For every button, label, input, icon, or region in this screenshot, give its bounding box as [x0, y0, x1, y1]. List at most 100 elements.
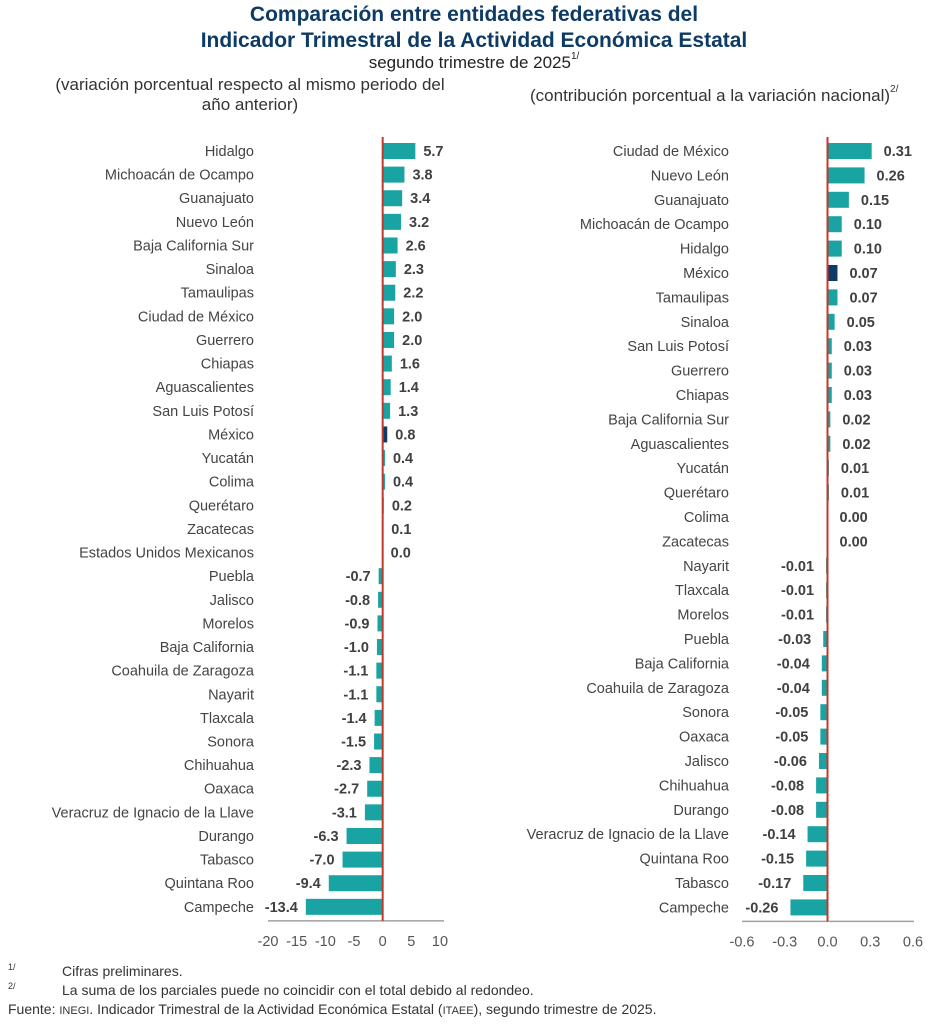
category-label: Nuevo León [651, 168, 729, 184]
bar [827, 143, 872, 159]
bar [376, 662, 383, 679]
value-label: 0.02 [842, 412, 870, 428]
category-label: Quintana Roo [640, 852, 729, 868]
bar [806, 850, 828, 867]
bar [374, 709, 383, 726]
bar [821, 655, 828, 672]
x-tick-label: -0.6 [730, 934, 755, 950]
category-label: Aguascalientes [156, 380, 254, 396]
bar [378, 591, 383, 608]
x-tick-label: -15 [286, 934, 307, 950]
category-label: Chiapas [676, 388, 729, 404]
bar [382, 355, 392, 372]
value-label: -0.04 [777, 656, 810, 672]
right-bar-chart: Ciudad de México 0.31 Nuevo León 0.26 Guanaj… [527, 137, 923, 950]
value-label: -0.05 [775, 705, 808, 721]
category-label: Sinaloa [206, 262, 255, 278]
x-tick-label: -0.3 [772, 934, 797, 950]
category-label: Colima [684, 510, 730, 526]
bar [820, 728, 828, 745]
category-label: Quintana Roo [165, 876, 254, 892]
category-label: Querétaro [189, 498, 254, 514]
bar [367, 780, 383, 797]
value-label: -2.3 [336, 758, 361, 774]
category-label: San Luis Potosí [627, 339, 729, 355]
value-label: -0.03 [778, 632, 811, 648]
bar [816, 801, 828, 818]
x-tick-label: -20 [258, 934, 279, 950]
bar [305, 898, 383, 915]
bar [364, 804, 383, 821]
category-label: Veracruz de Ignacio de la Llave [527, 827, 729, 843]
category-label: Chihuahua [659, 778, 730, 794]
category-label: Jalisco [685, 754, 729, 770]
category-label: México [683, 266, 729, 282]
category-label: Hidalgo [205, 144, 254, 160]
right-chart-footnote-mark: 2/ [890, 84, 899, 95]
x-tick-label: 0 [379, 934, 387, 950]
left-bar-chart: Hidalgo 5.7 Michoacán de Ocampo 3.8 Guanajua… [52, 137, 448, 950]
value-label: 1.6 [400, 357, 420, 373]
value-label: 2.6 [406, 238, 426, 254]
source-text-before: . Indicador Trimestral de la Actividad E… [89, 1001, 443, 1017]
value-label: -0.01 [781, 559, 814, 575]
category-label: Zacatecas [662, 534, 729, 550]
bar [382, 261, 396, 278]
bar [803, 875, 828, 891]
category-label: Durango [198, 829, 254, 845]
bar [328, 875, 383, 892]
bar [790, 899, 828, 916]
value-label: 0.05 [847, 315, 875, 331]
category-label: Puebla [684, 632, 730, 648]
category-label: Guanajuato [654, 193, 729, 209]
category-label: Morelos [202, 616, 254, 632]
value-label: 0.01 [841, 486, 869, 502]
bar [382, 379, 391, 396]
value-label: 2.3 [404, 262, 424, 278]
value-label: -1.1 [343, 687, 368, 703]
category-label: Morelos [677, 608, 729, 624]
right-chart-title: (contribución porcentual a la variación … [530, 84, 948, 106]
category-label: Nuevo León [176, 215, 254, 231]
value-label: -0.7 [346, 569, 371, 585]
bar [382, 166, 405, 183]
x-tick-label: 0.0 [817, 934, 837, 950]
category-label: Tlaxcala [200, 711, 255, 727]
bar [827, 265, 838, 281]
value-label: -3.1 [332, 805, 357, 821]
bar [827, 338, 832, 355]
category-label: Coahuila de Zaragoza [586, 681, 730, 697]
value-label: 2.0 [402, 309, 422, 325]
bar [827, 411, 831, 428]
value-label: 0.00 [840, 534, 868, 550]
category-label: Puebla [209, 569, 255, 585]
bar [827, 289, 838, 306]
category-label: Hidalgo [680, 242, 729, 258]
bar [827, 191, 849, 208]
value-label: 0.07 [849, 290, 877, 306]
category-label: Jalisco [210, 593, 254, 609]
category-label: Yucatán [677, 461, 729, 477]
value-label: -0.04 [777, 681, 810, 697]
category-label: Baja California Sur [608, 412, 729, 428]
value-label: -0.05 [775, 730, 808, 746]
bar [821, 679, 828, 696]
bar [827, 216, 842, 233]
bar [818, 753, 828, 769]
category-label: Campeche [184, 900, 254, 916]
category-label: Querétaro [664, 486, 729, 502]
category-label: Tamaulipas [181, 286, 254, 302]
value-label: -7.0 [310, 853, 335, 869]
category-label: Veracruz de Ignacio de la Llave [52, 805, 254, 821]
bar [369, 757, 383, 774]
value-label: 1.3 [398, 404, 418, 420]
value-label: -0.26 [745, 900, 778, 916]
value-label: 0.2 [392, 498, 412, 514]
bar [382, 143, 416, 159]
bar [382, 213, 402, 230]
category-label: Yucatán [202, 451, 254, 467]
value-label: -2.7 [334, 782, 359, 798]
value-label: -1.1 [343, 664, 368, 680]
value-label: -13.4 [265, 900, 298, 916]
category-label: Estados Unidos Mexicanos [79, 546, 254, 562]
